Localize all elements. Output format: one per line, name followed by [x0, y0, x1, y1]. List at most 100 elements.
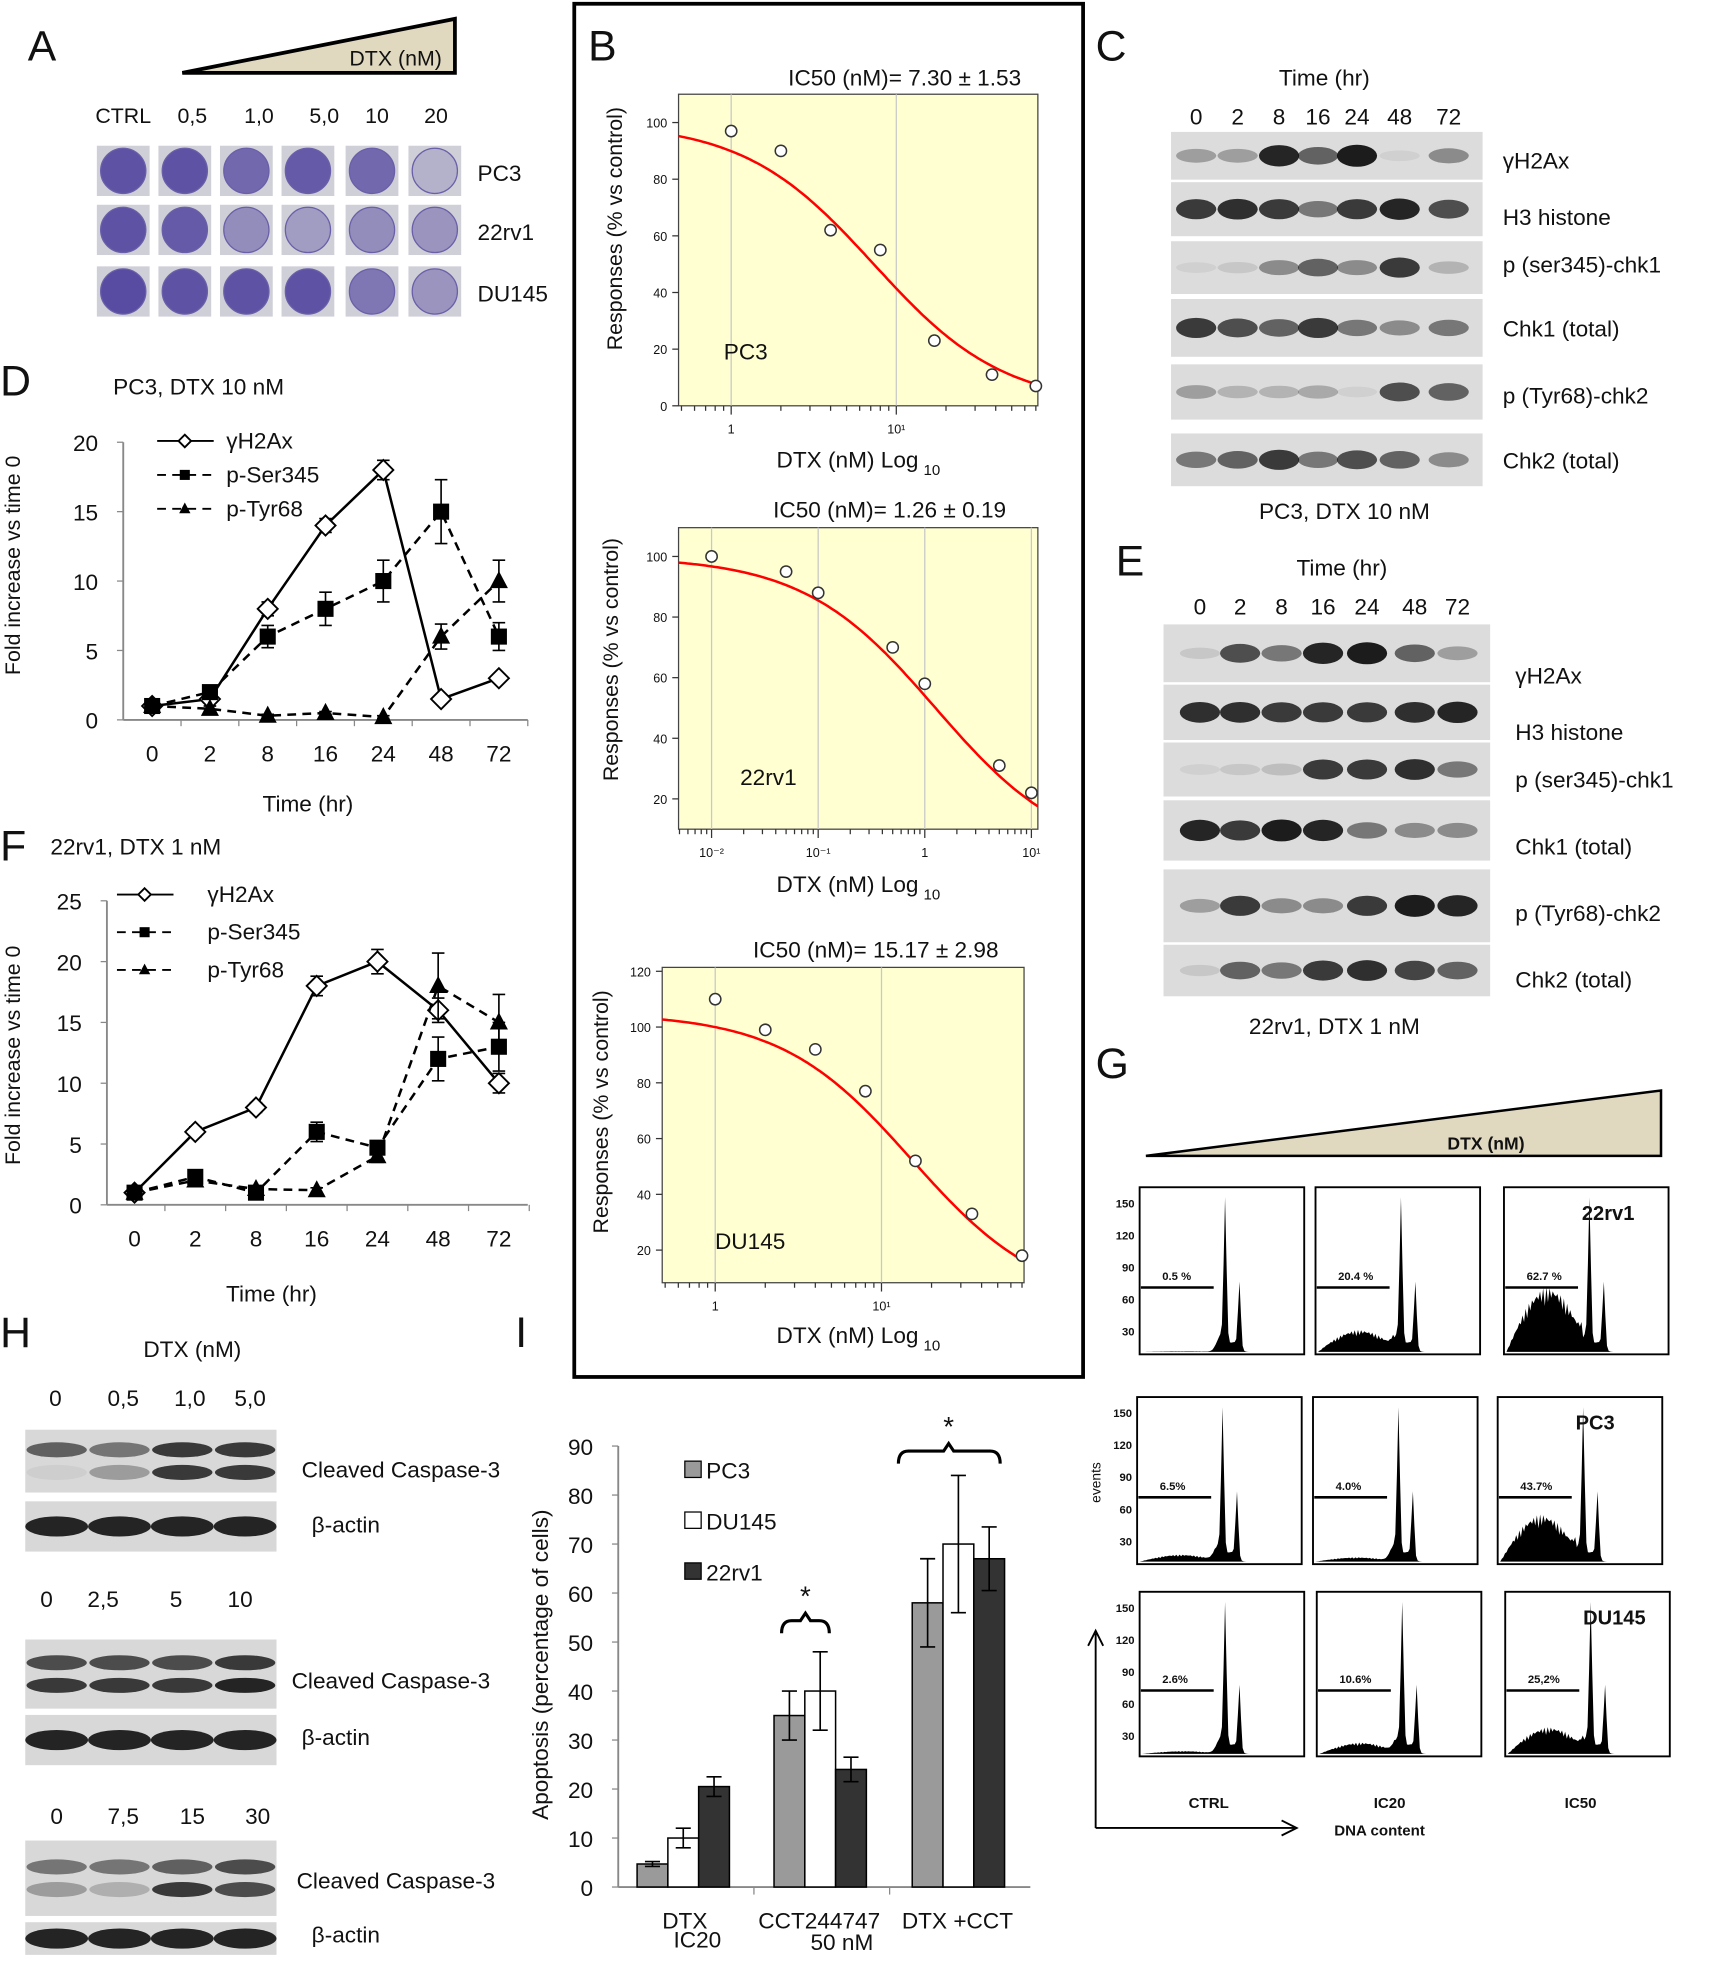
well-background — [408, 145, 462, 196]
time-point-label: 72 — [1436, 104, 1461, 129]
dna-histogram — [1506, 1197, 1667, 1352]
cleaved-caspase-band — [89, 1677, 150, 1693]
band-label: p (ser345)-chk1 — [1515, 768, 1673, 793]
x-tick-label: 8 — [261, 741, 274, 766]
dose-response-plot-PC3: 1 10¹ 0 20 40 60 80 100 IC50 (nM)= 7.30 ± 1.53 PC… — [603, 65, 1043, 479]
triangle-marker — [432, 626, 451, 644]
x-axis-label: Time (hr) — [226, 1282, 317, 1307]
column-label: IC50 — [1565, 1795, 1597, 1812]
y-tick-label: 30 — [1122, 1326, 1135, 1338]
y-tick-label: 40 — [568, 1680, 593, 1705]
protein-band — [1346, 895, 1388, 916]
protein-band — [1220, 961, 1261, 980]
triangle-marker — [429, 975, 448, 993]
protein-band — [1437, 646, 1478, 661]
x-tick-label: 1 — [712, 1299, 719, 1313]
y-tick-label: 80 — [568, 1484, 593, 1509]
y-tick-label: 30 — [1120, 1536, 1133, 1548]
column-label: CTRL — [1189, 1795, 1229, 1812]
y-tick-label: 60 — [1122, 1294, 1135, 1306]
y-tick-label: 40 — [637, 1188, 651, 1202]
well-background — [219, 204, 273, 256]
protein-band — [1179, 647, 1221, 659]
stained-well — [161, 268, 209, 315]
square-marker — [430, 1050, 447, 1067]
x-tick-label: 0 — [128, 1226, 141, 1251]
legend-label: p-Tyr68 — [226, 496, 303, 521]
axes-arrows — [1087, 1628, 1299, 1837]
panel-g-flow-cytometry: DTX (nM) 150 120 90 60 30 0.5 % 20.4 % 62.7 % 22r… — [1087, 1089, 1671, 1840]
sub-g1-percent: 2.6% — [1162, 1674, 1188, 1686]
panel-label-H: H — [0, 1309, 31, 1357]
data-point — [909, 1154, 922, 1168]
protein-band — [1217, 385, 1258, 399]
protein-band — [1179, 701, 1221, 723]
stained-well — [348, 268, 396, 315]
y-axis-label: Fold increase vs time 0 — [1, 456, 25, 676]
x-category-label: DTX — [662, 1908, 707, 1933]
band-label: Chk2 (total) — [1503, 449, 1620, 474]
x-tick-label: 10¹ — [872, 1299, 890, 1313]
time-point-label: 24 — [1354, 594, 1379, 619]
y-tick-label: 5 — [86, 639, 99, 664]
protein-band — [1302, 898, 1344, 914]
stained-well — [348, 206, 396, 254]
diamond-marker — [371, 458, 395, 482]
cleaved-caspase-band — [214, 1882, 276, 1898]
data-point — [858, 1084, 872, 1098]
stained-well — [100, 268, 147, 315]
panel-e-western-blot: Time (hr) 0 2 8 16 24 48 72 γH2Ax H3 histone p (se… — [1163, 555, 1674, 1039]
dose-label: 1,0 — [174, 1386, 205, 1411]
actin-band — [150, 1729, 214, 1751]
x-axis-label-subscript: 10 — [924, 887, 941, 904]
protein-band — [1379, 451, 1420, 469]
time-point-label: 8 — [1273, 104, 1286, 129]
cell-line-label: DU145 — [478, 282, 548, 307]
band-label: H3 histone — [1503, 205, 1611, 230]
y-tick-label: 10 — [568, 1827, 593, 1852]
x-axis-label: DTX (nM) Log — [777, 447, 919, 472]
protein-band — [1179, 964, 1221, 977]
dna-histogram — [1500, 1407, 1660, 1562]
square-marker — [317, 600, 334, 617]
actin-band — [213, 1928, 277, 1949]
cleaved-caspase-band — [152, 1882, 213, 1898]
y-tick-label: 10 — [73, 570, 98, 595]
x-tick-label: 24 — [365, 1226, 390, 1251]
protein-band — [1379, 257, 1420, 278]
time-point-label: 2 — [1231, 104, 1244, 129]
dose-column-label: CTRL — [95, 104, 151, 128]
diamond-marker — [177, 433, 193, 449]
data-point — [965, 1207, 979, 1221]
square-marker — [433, 503, 450, 520]
protein-band — [1302, 642, 1344, 664]
panel-label-E: E — [1116, 537, 1144, 585]
x-tick-label: 10⁻¹ — [806, 846, 831, 860]
legend-label: DU145 — [706, 1510, 776, 1535]
triangle-marker — [368, 1146, 387, 1164]
time-point-label: 8 — [1275, 594, 1288, 619]
protein-band — [1437, 961, 1478, 980]
y-tick-label: 60 — [653, 672, 667, 686]
series-p-Tyr68 — [143, 559, 508, 725]
series-γH2Ax — [140, 458, 511, 718]
stained-well — [100, 147, 147, 195]
legend-label: 22rv1 — [706, 1560, 763, 1585]
blot-strip — [25, 1840, 277, 1916]
time-header: Time (hr) — [1296, 555, 1387, 580]
x-category-label: 50 nM — [810, 1930, 873, 1955]
band-label: β-actin — [312, 1922, 380, 1947]
series-p-Ser345 — [126, 1021, 507, 1201]
time-point-label: 0 — [1190, 104, 1203, 129]
x-category-label: DTX +CCT — [902, 1908, 1013, 1933]
protein-band — [1179, 819, 1221, 842]
actin-band — [88, 1928, 151, 1949]
protein-band — [1258, 145, 1300, 167]
actin-band — [213, 1729, 277, 1751]
y-tick-label: 150 — [1116, 1603, 1135, 1615]
x-tick-label: 0 — [146, 741, 159, 766]
y-axis-label: Responses (% vs control) — [599, 538, 623, 781]
sub-g1-percent: 4.0% — [1336, 1481, 1362, 1493]
band-label: β-actin — [312, 1513, 380, 1538]
x-tick-label: 72 — [486, 741, 511, 766]
